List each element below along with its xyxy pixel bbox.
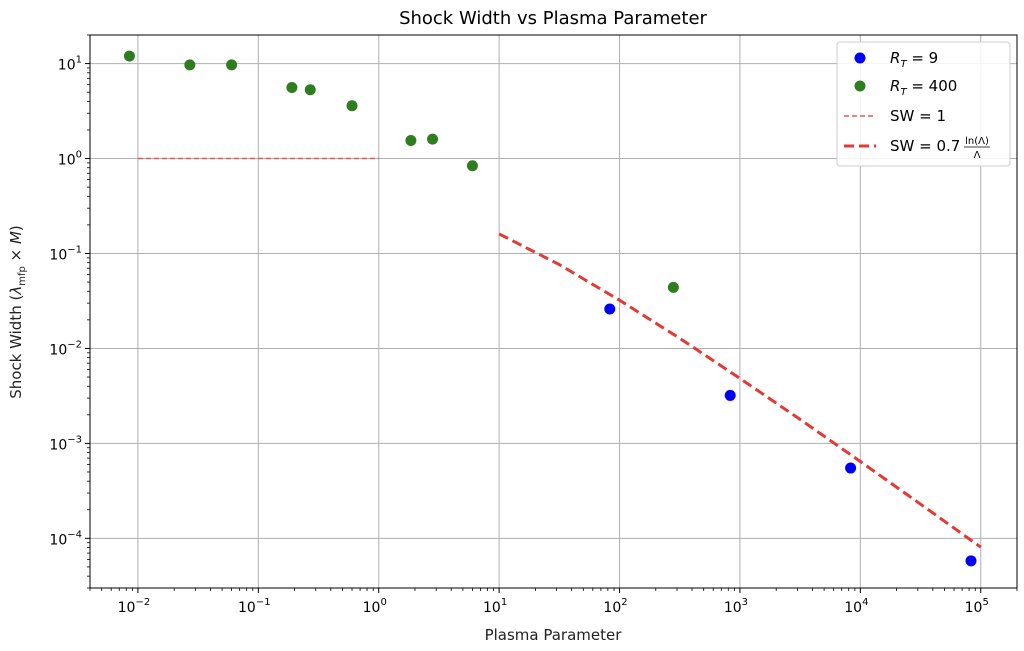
- data-point-series-1: [123, 50, 135, 62]
- legend-fraction-denominator: Λ: [974, 150, 981, 161]
- legend-marker: [854, 80, 866, 92]
- y-axis: 101 100 10−1 10−2 10−3 10−4: [49, 34, 90, 589]
- legend-entry-3: SW = 0.7 ln(Λ) Λ: [844, 136, 990, 161]
- x-tick-label: 105: [965, 597, 989, 616]
- data-point-series-1: [226, 59, 238, 71]
- y-tick-label: 10−2: [49, 339, 82, 358]
- data-point-series-1: [427, 133, 439, 145]
- x-tick-label: 103: [724, 597, 748, 616]
- legend-label: SW = 0.7: [890, 137, 960, 155]
- x-tick-label: 102: [603, 597, 627, 616]
- y-axis-title-prefix: Shock Width (: [7, 295, 25, 399]
- data-point-series-1: [466, 160, 478, 172]
- x-tick-label: 101: [483, 597, 507, 616]
- x-axis-title: Plasma Parameter: [485, 626, 623, 644]
- data-point-series-0: [604, 303, 616, 315]
- legend-label: RT = 400: [890, 77, 957, 98]
- legend-entry-0: RT = 9: [854, 49, 938, 70]
- data-point-series-1: [405, 134, 417, 146]
- data-point-series-1: [304, 84, 316, 96]
- legend-label: SW = 1: [890, 107, 946, 125]
- series-layer: [123, 50, 982, 567]
- y-tick-label: 10−1: [49, 244, 82, 263]
- x-tick-label: 10−2: [118, 597, 151, 616]
- legend-marker: [854, 52, 866, 64]
- y-tick-label: 10−4: [49, 529, 82, 548]
- legend-frame: [836, 41, 1011, 167]
- legend-fraction-numerator: ln(Λ): [965, 136, 989, 147]
- x-tick-label: 104: [844, 597, 868, 616]
- plot-frame: [89, 34, 1018, 589]
- series-line-3: [498, 232, 982, 549]
- data-point-series-1: [286, 81, 298, 93]
- y-tick-label: 100: [58, 150, 82, 169]
- data-point-series-1: [346, 100, 358, 112]
- data-point-series-0: [965, 555, 977, 567]
- y-axis-title: Shock Width (λmfp × M): [7, 225, 28, 399]
- chart-title: Shock Width vs Plasma Parameter: [399, 8, 707, 29]
- legend-label: RT = 9: [890, 49, 938, 70]
- legend-entry-1: RT = 400: [854, 77, 957, 98]
- legend: RT = 9 RT = 400 SW = 1 SW = 0.7 ln(Λ) Λ: [836, 41, 1011, 167]
- legend-entry-2: SW = 1: [844, 107, 946, 125]
- data-point-series-1: [667, 281, 679, 293]
- data-point-series-1: [184, 59, 196, 71]
- data-point-series-0: [724, 389, 736, 401]
- svg-text:Shock Width (λmfp × M): Shock Width (λmfp × M): [7, 225, 28, 399]
- x-tick-label: 10−1: [238, 597, 271, 616]
- y-tick-label: 10−3: [49, 434, 82, 453]
- x-axis: 10−2 10−1 100 101 102 103 104 105: [89, 588, 1018, 616]
- x-tick-label: 100: [363, 597, 387, 616]
- data-point-series-0: [845, 462, 857, 474]
- y-tick-label: 101: [58, 55, 82, 74]
